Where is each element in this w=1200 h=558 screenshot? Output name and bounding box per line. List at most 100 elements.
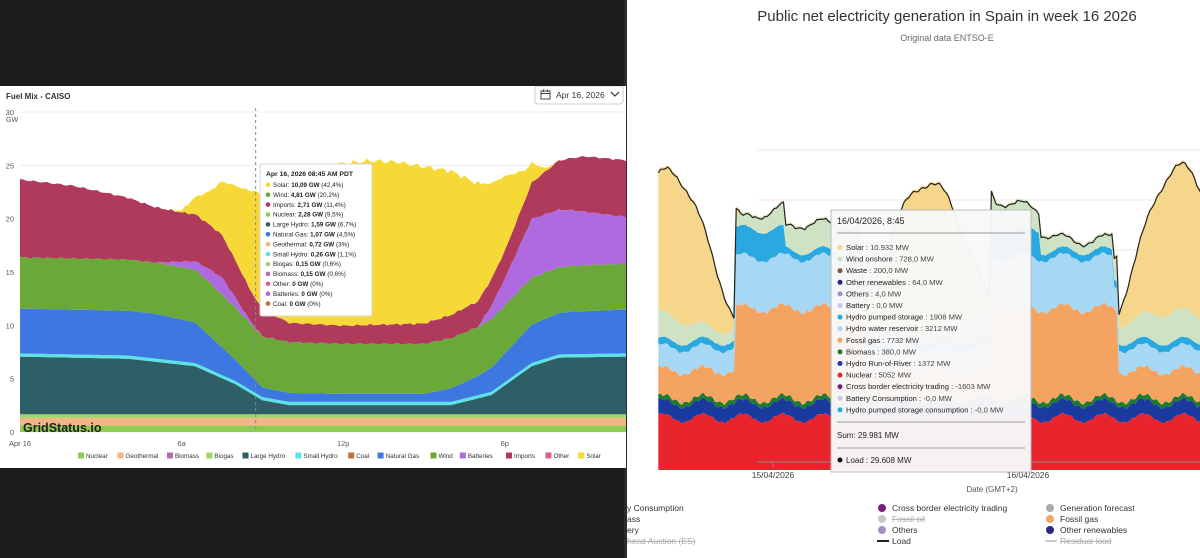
spain-tooltip-row: Others : 4,0 MW (846, 289, 902, 298)
caiso-legend-item-4[interactable]: Large Hydro (251, 453, 286, 460)
caiso-tooltip-row: Imports: 2,71 GW (11,4%) (273, 202, 346, 209)
caiso-area-large-hydro (20, 356, 626, 415)
caiso-legend-swatch (348, 452, 355, 459)
spain-legend-item-9[interactable]: Fossil gas (1060, 514, 1098, 524)
caiso-y-tick-1: 5 (10, 375, 14, 384)
caiso-legend-item-6[interactable]: Coal (356, 453, 369, 460)
caiso-legend-item-8[interactable]: Wind (438, 453, 453, 460)
caiso-tooltip-swatch (265, 251, 271, 257)
spain-legend-item-5[interactable]: Fossil oil (892, 514, 925, 524)
caiso-legend-swatch (578, 452, 585, 459)
spain-tooltip-swatch (837, 384, 843, 390)
spain-tooltip-swatch (837, 291, 843, 297)
spain-tooltip-row: Battery Consumption : -0,0 MW (846, 394, 953, 403)
caiso-tooltip-row: Batteries: 0 GW (0%) (273, 291, 333, 298)
caiso-x-tick-3: 6p (501, 439, 509, 448)
spain-tooltip-swatch (837, 314, 843, 320)
spain-tooltip-swatch (837, 457, 843, 463)
date-picker[interactable]: Apr 16, 2026 (534, 86, 624, 105)
spain-area-water-reservoir (658, 252, 1200, 377)
spain-tooltip-row: Hydro pumped storage : 1908 MW (846, 313, 963, 322)
gridstatus-watermark: GridStatus.io (23, 421, 102, 435)
spain-tooltip-row: Other renewables : 64,0 MW (846, 278, 943, 287)
caiso-y-unit: GW (6, 117, 18, 124)
caiso-area-biogas (20, 414, 626, 418)
spain-legend-item-2[interactable]: ery (627, 525, 640, 535)
caiso-tooltip-row: Small Hydro: 0,26 GW (1,1%) (273, 251, 356, 258)
caiso-x-tick-0: Apr 16 (9, 439, 31, 448)
spain-tooltip-row: Hydro pumped storage consumption : -0,0 … (846, 405, 1004, 414)
caiso-legend-swatch (78, 452, 84, 459)
caiso-chart-title: Fuel Mix - CAISO (6, 92, 70, 101)
caiso-legend-item-2[interactable]: Biomass (175, 453, 199, 460)
caiso-y-tick-4: 20 (6, 215, 14, 224)
caiso-legend: Nuclear Geothermal Biomass Biogas Large Hydr… (78, 452, 601, 460)
spain-legend-item-10[interactable]: Other renewables (1060, 525, 1127, 535)
caiso-legend-swatch (545, 452, 552, 459)
spain-x-tick-1: 16/04/2026 (1007, 470, 1050, 480)
caiso-legend-item-1[interactable]: Geothermal (125, 453, 158, 460)
spain-legend-swatch (1046, 504, 1054, 512)
caiso-area-natural-gas (20, 308, 626, 402)
spain-tooltip-swatch (837, 337, 843, 343)
caiso-legend-item-3[interactable]: Biogas (214, 453, 233, 460)
spain-legend-swatch (878, 515, 886, 523)
caiso-tooltip-row: Biomass: 0,15 GW (0,6%) (273, 271, 346, 278)
spain-tooltip-box (830, 209, 1032, 473)
caiso-legend-item-9[interactable]: Batteries (468, 453, 493, 460)
caiso-legend-swatch (459, 452, 466, 459)
caiso-legend-swatch (117, 452, 124, 459)
spain-legend-item-4[interactable]: Cross border electricity trading (892, 503, 1008, 513)
spain-legend-item-7[interactable]: Load (892, 536, 911, 546)
spain-legend-item-8[interactable]: Generation forecast (1060, 503, 1135, 513)
caiso-area-batteries (20, 208, 626, 345)
caiso-tooltip-swatch (265, 222, 271, 227)
caiso-legend-item-11[interactable]: Other (553, 453, 569, 460)
caiso-stacked-areas (20, 156, 626, 432)
spain-tooltip-swatch (837, 372, 843, 378)
spain-tooltip-row: Waste : 200,0 MW (846, 266, 909, 275)
caiso-legend-item-10[interactable]: Imports (514, 453, 535, 460)
caiso-tooltip-row: Large Hydro: 1,59 GW (6,7%) (273, 222, 356, 229)
spain-legend-item-6[interactable]: Others (892, 525, 918, 535)
spain-tooltip-swatch (837, 349, 843, 355)
spain-tooltip-sum: Sum: 29.981 MW (837, 431, 899, 440)
caiso-area-geothermal (20, 417, 626, 426)
caiso-area-wind (20, 257, 626, 394)
caiso-tooltip-swatch (265, 202, 271, 207)
caiso-tooltip-swatch (265, 261, 271, 267)
spain-load-line (657, 161, 1200, 319)
caiso-tooltip-row: Biogas: 0,15 GW (0,6%) (273, 261, 341, 268)
caiso-legend-swatch (377, 452, 384, 459)
caiso-legend-item-0[interactable]: Nuclear (86, 453, 108, 460)
caiso-x-tick-2: 12p (337, 439, 350, 448)
caiso-x-tick-1: 6a (177, 439, 186, 448)
caiso-legend-swatch (166, 452, 173, 459)
caiso-y-tick-6: 30 (6, 108, 14, 117)
caiso-area-imports (20, 156, 626, 345)
caiso-legend-item-5[interactable]: Small Hydro (303, 453, 338, 460)
caiso-tooltip-row: Other: 0 GW (0%) (273, 281, 323, 288)
spain-legend-item-11[interactable]: Residual load (1060, 536, 1112, 546)
spain-tooltip-row: Cross border electricity trading : -1603… (846, 382, 991, 391)
caiso-tooltip-row: Coal: 0 GW (0%) (273, 301, 321, 308)
caiso-tooltip-swatch (265, 301, 271, 306)
caiso-y-tick-2: 10 (6, 321, 14, 330)
caiso-tooltip-swatch (265, 232, 271, 237)
date-picker-label: Apr 16, 2026 (556, 90, 605, 100)
spain-legend-item-3[interactable]: head Auction (ES) (627, 536, 696, 546)
caiso-tooltip-box (259, 163, 373, 317)
caiso-tooltip-swatch (265, 291, 271, 296)
spain-tooltip-row: Solar : 10.932 MW (846, 243, 910, 252)
spain-legend-item-0[interactable]: y Consumption (627, 503, 684, 513)
caiso-legend-item-7[interactable]: Natural Gas (386, 453, 420, 460)
caiso-tooltip-row: Geothermal: 0,72 GW (3%) (273, 241, 349, 248)
caiso-tooltip-swatch (265, 271, 271, 277)
caiso-tooltip: Apr 16, 2026 08:45 AM PDT Solar: 10,09 GW… (259, 163, 373, 317)
caiso-legend-item-12[interactable]: Solar (586, 453, 601, 460)
spain-legend-item-1[interactable]: ass (627, 514, 640, 524)
spain-tooltip-swatch (837, 268, 843, 274)
caiso-tooltip-row: Wind: 4,81 GW (20,2%) (273, 192, 340, 199)
